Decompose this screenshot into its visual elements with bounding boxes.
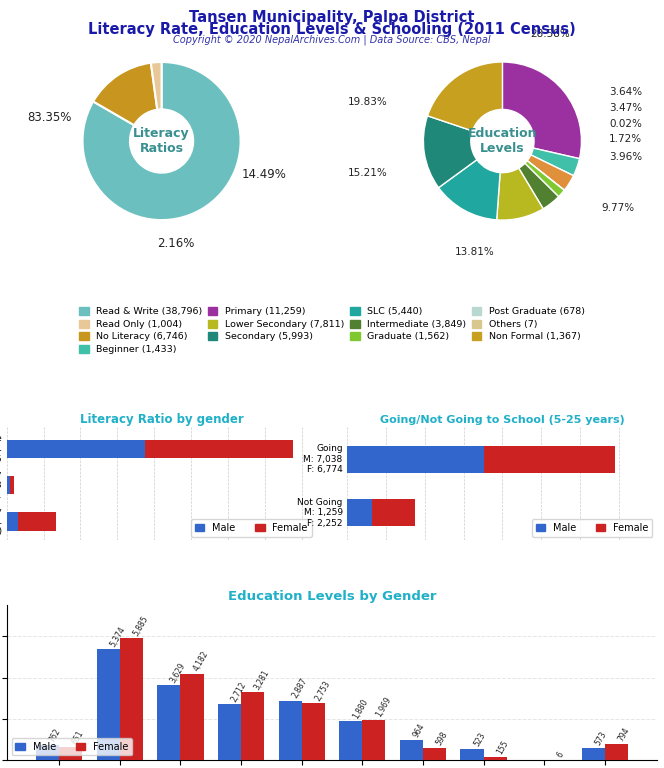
Bar bbox=[363, 720, 385, 760]
Text: 83.35%: 83.35% bbox=[27, 111, 72, 124]
Text: 28.58%: 28.58% bbox=[530, 29, 570, 39]
Text: Copyright © 2020 NepalArchives.Com | Data Source: CBS, Nepal: Copyright © 2020 NepalArchives.Com | Dat… bbox=[173, 35, 491, 45]
Text: 523: 523 bbox=[472, 731, 487, 749]
Text: 651: 651 bbox=[71, 729, 86, 746]
Text: 4,182: 4,182 bbox=[192, 650, 210, 673]
Wedge shape bbox=[428, 62, 503, 131]
Bar bbox=[145, 439, 293, 458]
Text: 3.64%: 3.64% bbox=[609, 87, 642, 97]
Bar bbox=[279, 700, 301, 760]
Legend: Male, Female: Male, Female bbox=[532, 519, 653, 537]
Bar bbox=[339, 721, 363, 760]
Bar bbox=[484, 445, 615, 472]
Bar bbox=[218, 704, 241, 760]
Text: 13.81%: 13.81% bbox=[455, 247, 495, 257]
Text: 5,374: 5,374 bbox=[108, 624, 127, 648]
Bar bbox=[120, 638, 143, 760]
Wedge shape bbox=[527, 161, 564, 190]
Text: 0.02%: 0.02% bbox=[609, 118, 642, 129]
Legend: Read & Write (38,796), Read Only (1,004), No Literacy (6,746), Beginner (1,433),: Read & Write (38,796), Read Only (1,004)… bbox=[75, 303, 589, 358]
Text: 1.72%: 1.72% bbox=[609, 134, 642, 144]
Bar bbox=[483, 757, 507, 760]
Text: 2,753: 2,753 bbox=[313, 679, 332, 702]
Text: 964: 964 bbox=[412, 722, 426, 740]
Text: 2,712: 2,712 bbox=[230, 680, 248, 703]
Bar bbox=[301, 703, 325, 760]
Bar bbox=[7, 512, 18, 531]
Bar bbox=[18, 512, 56, 531]
Text: 3,281: 3,281 bbox=[252, 668, 271, 691]
Wedge shape bbox=[519, 164, 558, 209]
Bar bbox=[10, 476, 14, 495]
Bar bbox=[400, 740, 423, 760]
Wedge shape bbox=[439, 160, 500, 220]
Text: 2,887: 2,887 bbox=[290, 677, 309, 700]
Bar bbox=[461, 750, 483, 760]
Text: 14.49%: 14.49% bbox=[242, 167, 287, 180]
Legend: Male, Female: Male, Female bbox=[11, 738, 132, 756]
Bar bbox=[97, 649, 120, 760]
Text: 19.83%: 19.83% bbox=[348, 97, 388, 107]
Text: Literacy
Ratios: Literacy Ratios bbox=[133, 127, 190, 155]
Wedge shape bbox=[527, 155, 574, 190]
Wedge shape bbox=[503, 62, 582, 159]
Text: 1,880: 1,880 bbox=[351, 697, 369, 720]
Bar bbox=[423, 748, 446, 760]
Bar bbox=[59, 746, 82, 760]
Text: 3.47%: 3.47% bbox=[609, 103, 642, 113]
Bar bbox=[347, 499, 372, 526]
Text: 15.21%: 15.21% bbox=[348, 167, 388, 177]
Legend: Male, Female: Male, Female bbox=[191, 519, 311, 537]
Text: 9.77%: 9.77% bbox=[601, 204, 634, 214]
Text: 6: 6 bbox=[556, 750, 566, 759]
Text: 598: 598 bbox=[434, 730, 450, 747]
Bar bbox=[347, 445, 484, 472]
Title: Going/Not Going to School (5-25 years): Going/Not Going to School (5-25 years) bbox=[380, 415, 625, 425]
Text: 5,885: 5,885 bbox=[131, 614, 150, 637]
Text: 794: 794 bbox=[616, 726, 631, 743]
Bar bbox=[372, 499, 416, 526]
Bar bbox=[157, 685, 181, 760]
Bar bbox=[37, 744, 59, 760]
Bar bbox=[7, 476, 10, 495]
Wedge shape bbox=[525, 161, 564, 197]
Bar bbox=[582, 749, 605, 760]
Text: Tansen Municipality, Palpa District: Tansen Municipality, Palpa District bbox=[189, 9, 475, 25]
Text: 3.96%: 3.96% bbox=[609, 152, 642, 162]
Text: Education
Levels: Education Levels bbox=[467, 127, 537, 155]
Title: Literacy Ratio by gender: Literacy Ratio by gender bbox=[80, 412, 244, 425]
Bar bbox=[181, 674, 203, 760]
Wedge shape bbox=[82, 62, 240, 220]
Wedge shape bbox=[424, 116, 477, 187]
Bar bbox=[241, 693, 264, 760]
Text: Literacy Rate, Education Levels & Schooling (2011 Census): Literacy Rate, Education Levels & School… bbox=[88, 22, 576, 37]
Wedge shape bbox=[93, 63, 157, 125]
Text: 1,969: 1,969 bbox=[374, 695, 392, 719]
Bar bbox=[605, 744, 627, 760]
Bar bbox=[7, 439, 145, 458]
Wedge shape bbox=[151, 62, 161, 110]
Text: 3,629: 3,629 bbox=[169, 660, 188, 684]
Text: 155: 155 bbox=[495, 739, 510, 756]
Title: Education Levels by Gender: Education Levels by Gender bbox=[228, 590, 436, 603]
Text: 762: 762 bbox=[48, 727, 63, 743]
Wedge shape bbox=[497, 168, 543, 220]
Text: 573: 573 bbox=[593, 730, 608, 747]
Text: 2.16%: 2.16% bbox=[157, 237, 195, 250]
Wedge shape bbox=[531, 148, 580, 176]
